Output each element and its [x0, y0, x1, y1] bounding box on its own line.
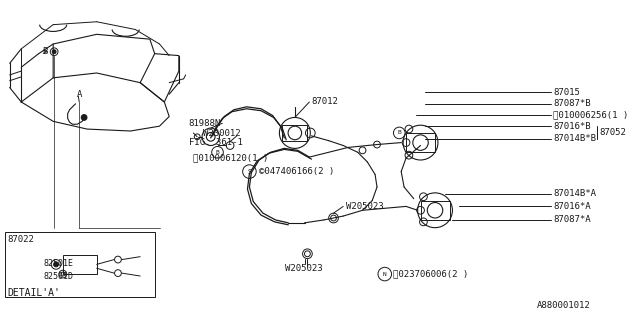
Text: B: B [42, 47, 48, 56]
Text: 87016*B: 87016*B [553, 122, 591, 131]
Text: 87022: 87022 [8, 235, 35, 244]
Bar [5, 232, 155, 297]
Text: B: B [397, 131, 401, 135]
Circle shape [54, 262, 58, 267]
Text: B: B [216, 150, 220, 155]
Text: DETAIL'A': DETAIL'A' [8, 288, 61, 299]
Bar [420, 201, 449, 220]
Bar [63, 255, 97, 274]
Text: A: A [77, 90, 83, 99]
Text: N: N [383, 272, 387, 276]
Circle shape [81, 115, 87, 120]
Text: 87087*A: 87087*A [553, 215, 591, 224]
Text: Ⓑ010006120(1 ): Ⓑ010006120(1 ) [193, 154, 269, 163]
Text: 81988N: 81988N [189, 119, 221, 128]
Text: 87012: 87012 [311, 98, 338, 107]
Text: A880001012: A880001012 [536, 300, 590, 309]
Text: 87014B*B: 87014B*B [553, 134, 596, 143]
Text: 87087*B: 87087*B [553, 100, 591, 108]
Text: W205023: W205023 [285, 264, 323, 273]
Bar [282, 125, 307, 141]
Text: FIG. 361-1: FIG. 361-1 [189, 138, 243, 147]
Bar [406, 133, 435, 152]
Text: 87014B*A: 87014B*A [553, 189, 596, 198]
Text: Ⓝ023706006(2 ): Ⓝ023706006(2 ) [394, 269, 468, 279]
Circle shape [52, 50, 56, 54]
Text: ©047406166(2 ): ©047406166(2 ) [259, 167, 334, 176]
Text: 87015: 87015 [553, 88, 580, 97]
Text: W230012: W230012 [203, 129, 241, 138]
Text: 87016*A: 87016*A [553, 202, 591, 211]
Text: S: S [247, 169, 252, 175]
Text: 87052: 87052 [600, 128, 627, 137]
Text: 82501E: 82501E [44, 259, 74, 268]
Text: W205023: W205023 [346, 202, 384, 211]
Text: 82501D: 82501D [44, 271, 74, 281]
Text: Ⓑ010006256(1 ): Ⓑ010006256(1 ) [553, 110, 628, 119]
